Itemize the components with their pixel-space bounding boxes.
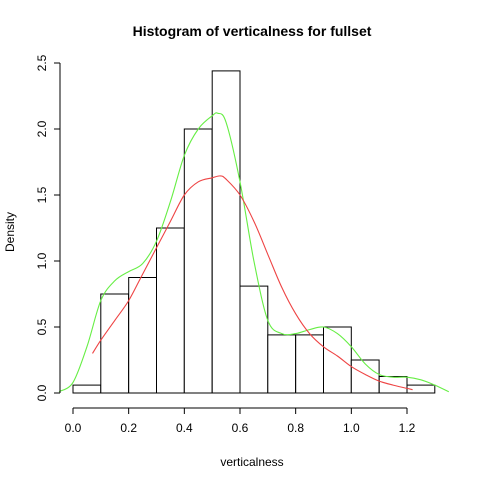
- bars-group: [72, 70, 436, 394]
- y-tick-label-1: 0.5: [35, 318, 49, 335]
- y-tick-label-3: 1.5: [35, 186, 49, 203]
- histogram-bar-10: [350, 359, 380, 394]
- histogram-bar-3: [156, 227, 185, 394]
- x-tick-label-2: 0.4: [176, 421, 193, 435]
- x-axis: 0.0 0.2 0.4 0.6 0.8 1.0 1.2: [65, 407, 416, 435]
- x-tick-label-0: 0.0: [65, 421, 82, 435]
- x-tick-label-4: 0.8: [287, 421, 304, 435]
- histogram-bar-0: [72, 384, 102, 394]
- density-curve-0: [58, 112, 450, 393]
- x-axis-label: verticalness: [220, 455, 283, 469]
- histogram-bar-12: [406, 384, 436, 394]
- histogram-bar-8: [295, 334, 325, 394]
- histogram-bar-9: [323, 326, 352, 394]
- x-tick-label-3: 0.6: [232, 421, 249, 435]
- x-tick-label-1: 0.2: [120, 421, 137, 435]
- density-curve-1: [92, 175, 413, 391]
- y-tick-label-4: 2.0: [35, 120, 49, 137]
- chart-title: Histogram of verticalness for fullset: [133, 23, 372, 39]
- y-tick-label-5: 2.5: [35, 54, 49, 71]
- histogram-bar-4: [183, 128, 213, 394]
- histogram-bar-2: [128, 277, 157, 394]
- histogram-bar-6: [239, 285, 269, 394]
- histogram-bar-1: [100, 293, 130, 394]
- y-axis: 0.0 0.5 1.0 1.5 2.0 2.5: [35, 54, 61, 401]
- histogram-bar-5: [211, 70, 241, 394]
- y-tick-label-0: 0.0: [35, 384, 49, 401]
- x-tick-label-5: 1.0: [343, 421, 360, 435]
- histogram-bar-7: [267, 334, 297, 394]
- density-curves: [58, 112, 450, 393]
- x-tick-label-6: 1.2: [399, 421, 416, 435]
- y-tick-label-2: 1.0: [35, 252, 49, 269]
- y-axis-label: Density: [3, 212, 17, 252]
